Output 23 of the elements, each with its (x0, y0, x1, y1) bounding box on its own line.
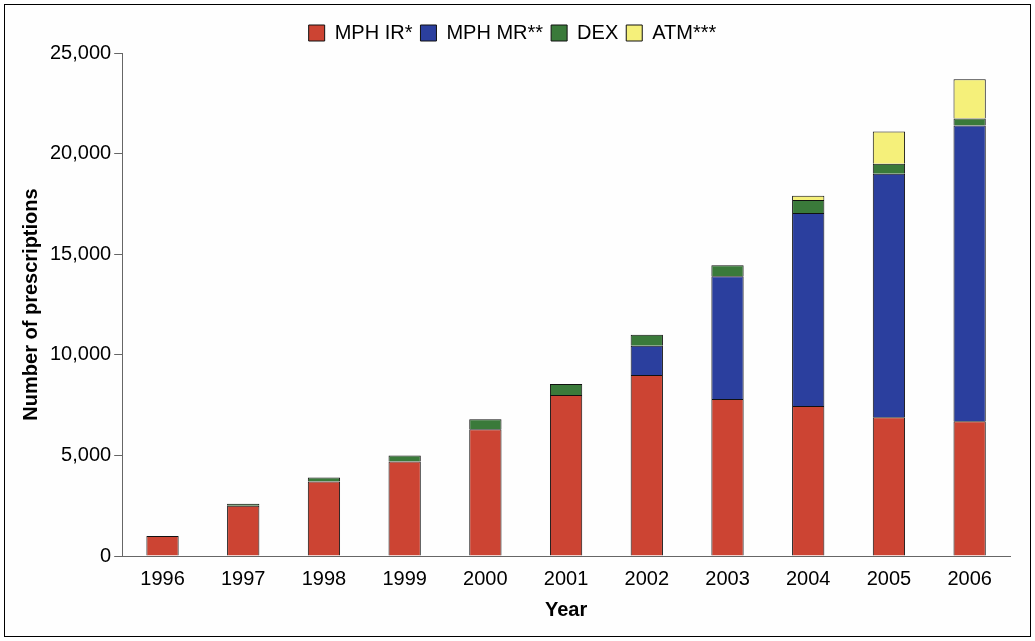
y-tick-label: 25,000 (50, 40, 112, 63)
y-axis-title: Number of prescriptions (18, 188, 41, 421)
y-tick-label: 15,000 (50, 241, 112, 264)
x-axis-title: Year (544, 597, 588, 620)
x-tick-label: 2006 (947, 566, 992, 589)
y-tick-label: 5,000 (61, 442, 112, 465)
y-tick-label: 10,000 (50, 342, 112, 365)
x-tick-label: 2004 (785, 566, 831, 589)
x-tick-label: 1997 (220, 566, 266, 589)
x-tick-label: 2000 (463, 566, 508, 589)
legend-label: MPH IR* (334, 20, 413, 43)
x-tick-label: 2002 (624, 566, 670, 589)
x-tick-label: 1996 (140, 566, 185, 589)
x-tick-label: 2003 (705, 566, 750, 589)
x-tick-label: 1998 (301, 566, 347, 589)
legend-label: DEX (577, 20, 619, 43)
x-tick-label: 2001 (543, 566, 589, 589)
y-tick-label: 20,000 (50, 141, 112, 164)
legend-label: ATM*** (652, 20, 717, 43)
x-tick-label: 2005 (866, 566, 912, 589)
x-tick-label: 1999 (382, 566, 427, 589)
y-tick-label: 0 (100, 543, 112, 566)
legend-label: MPH MR** (446, 20, 544, 43)
